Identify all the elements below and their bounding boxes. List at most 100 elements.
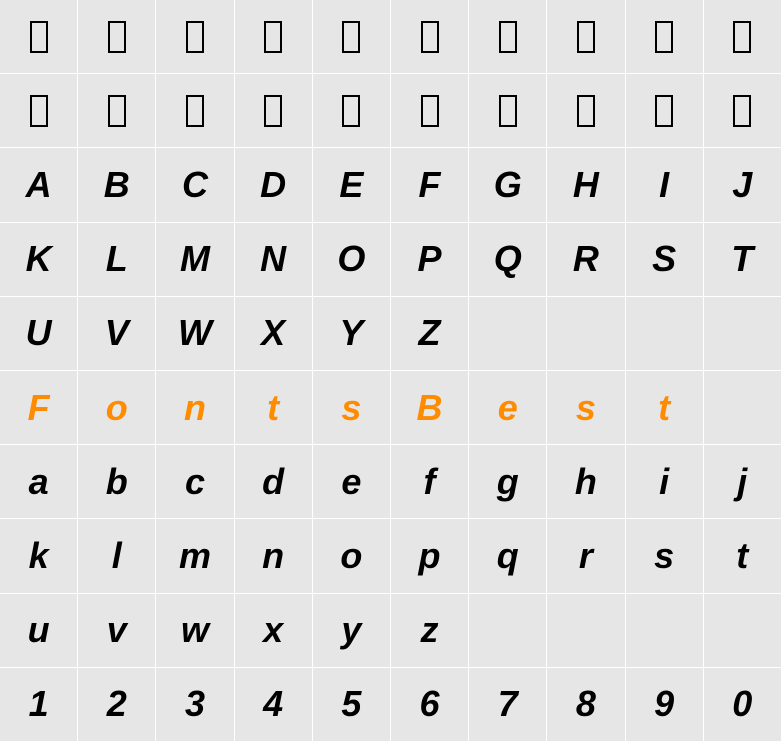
glyph-cell[interactable]: h bbox=[547, 445, 625, 519]
glyph-cell[interactable]: y bbox=[313, 594, 391, 668]
glyph-cell[interactable] bbox=[469, 0, 547, 74]
glyph-cell[interactable]: a bbox=[0, 445, 78, 519]
glyph-cell[interactable] bbox=[313, 0, 391, 74]
glyph-cell[interactable] bbox=[235, 74, 313, 148]
glyph-cell[interactable]: s bbox=[313, 371, 391, 445]
glyph-cell[interactable] bbox=[704, 74, 782, 148]
glyph-cell[interactable]: 4 bbox=[235, 668, 313, 742]
glyph-cell[interactable]: i bbox=[626, 445, 704, 519]
glyph-cell[interactable]: p bbox=[391, 519, 469, 593]
glyph-cell[interactable]: R bbox=[547, 223, 625, 297]
glyph-cell[interactable]: d bbox=[235, 445, 313, 519]
glyph-cell[interactable]: C bbox=[156, 148, 234, 222]
glyph-cell[interactable] bbox=[0, 0, 78, 74]
glyph-cell[interactable] bbox=[626, 74, 704, 148]
glyph-cell[interactable]: s bbox=[547, 371, 625, 445]
glyph-cell[interactable] bbox=[704, 0, 782, 74]
glyph-cell[interactable]: S bbox=[626, 223, 704, 297]
glyph-cell[interactable] bbox=[469, 74, 547, 148]
glyph-cell[interactable]: c bbox=[156, 445, 234, 519]
glyph-cell[interactable]: 2 bbox=[78, 668, 156, 742]
glyph-cell[interactable]: N bbox=[235, 223, 313, 297]
glyph-cell[interactable]: G bbox=[469, 148, 547, 222]
glyph-cell[interactable]: n bbox=[156, 371, 234, 445]
glyph-cell[interactable]: A bbox=[0, 148, 78, 222]
glyph-cell[interactable] bbox=[469, 594, 547, 668]
glyph-cell[interactable]: 8 bbox=[547, 668, 625, 742]
glyph-cell[interactable]: u bbox=[0, 594, 78, 668]
glyph-cell[interactable] bbox=[391, 0, 469, 74]
glyph-cell[interactable] bbox=[704, 371, 782, 445]
glyph-cell[interactable]: P bbox=[391, 223, 469, 297]
glyph-cell[interactable]: f bbox=[391, 445, 469, 519]
glyph-cell[interactable] bbox=[626, 0, 704, 74]
glyph-cell[interactable]: n bbox=[235, 519, 313, 593]
glyph-cell[interactable]: r bbox=[547, 519, 625, 593]
glyph-cell[interactable] bbox=[547, 297, 625, 371]
glyph-cell[interactable] bbox=[0, 74, 78, 148]
glyph-cell[interactable]: I bbox=[626, 148, 704, 222]
glyph-cell[interactable] bbox=[704, 594, 782, 668]
glyph-cell[interactable]: t bbox=[626, 371, 704, 445]
glyph-cell[interactable]: B bbox=[391, 371, 469, 445]
glyph-cell[interactable] bbox=[313, 74, 391, 148]
glyph-cell[interactable] bbox=[626, 297, 704, 371]
glyph-cell[interactable]: w bbox=[156, 594, 234, 668]
glyph-cell[interactable] bbox=[156, 0, 234, 74]
glyph-cell[interactable]: o bbox=[313, 519, 391, 593]
glyph-cell[interactable]: 9 bbox=[626, 668, 704, 742]
glyph-cell[interactable]: U bbox=[0, 297, 78, 371]
glyph-cell[interactable]: X bbox=[235, 297, 313, 371]
glyph-cell[interactable]: E bbox=[313, 148, 391, 222]
glyph-cell[interactable] bbox=[469, 297, 547, 371]
glyph-cell[interactable] bbox=[156, 74, 234, 148]
glyph-cell[interactable]: t bbox=[704, 519, 782, 593]
glyph-cell[interactable]: e bbox=[469, 371, 547, 445]
glyph-cell[interactable] bbox=[626, 594, 704, 668]
glyph-cell[interactable]: L bbox=[78, 223, 156, 297]
glyph-cell[interactable]: Y bbox=[313, 297, 391, 371]
glyph-cell[interactable]: k bbox=[0, 519, 78, 593]
glyph-cell[interactable]: J bbox=[704, 148, 782, 222]
glyph-cell[interactable]: O bbox=[313, 223, 391, 297]
glyph-cell[interactable]: j bbox=[704, 445, 782, 519]
glyph-cell[interactable]: l bbox=[78, 519, 156, 593]
glyph-cell[interactable]: q bbox=[469, 519, 547, 593]
glyph-cell[interactable] bbox=[78, 0, 156, 74]
glyph-cell[interactable]: t bbox=[235, 371, 313, 445]
glyph-cell[interactable]: K bbox=[0, 223, 78, 297]
glyph-cell[interactable]: H bbox=[547, 148, 625, 222]
glyph-cell[interactable] bbox=[78, 74, 156, 148]
glyph-cell[interactable]: B bbox=[78, 148, 156, 222]
glyph-cell[interactable]: o bbox=[78, 371, 156, 445]
glyph-cell[interactable] bbox=[391, 74, 469, 148]
glyph-cell[interactable] bbox=[547, 594, 625, 668]
glyph-cell[interactable]: V bbox=[78, 297, 156, 371]
glyph-cell[interactable]: 1 bbox=[0, 668, 78, 742]
glyph-cell[interactable]: F bbox=[391, 148, 469, 222]
glyph-cell[interactable]: 0 bbox=[704, 668, 782, 742]
glyph-cell[interactable] bbox=[704, 297, 782, 371]
glyph-cell[interactable]: g bbox=[469, 445, 547, 519]
glyph-cell[interactable]: v bbox=[78, 594, 156, 668]
glyph-cell[interactable]: Z bbox=[391, 297, 469, 371]
glyph-cell[interactable]: M bbox=[156, 223, 234, 297]
glyph-cell[interactable]: W bbox=[156, 297, 234, 371]
glyph-cell[interactable]: 6 bbox=[391, 668, 469, 742]
glyph-cell[interactable]: 5 bbox=[313, 668, 391, 742]
glyph-cell[interactable]: 3 bbox=[156, 668, 234, 742]
glyph-cell[interactable] bbox=[547, 74, 625, 148]
glyph-cell[interactable] bbox=[547, 0, 625, 74]
glyph-cell[interactable]: T bbox=[704, 223, 782, 297]
glyph-cell[interactable]: F bbox=[0, 371, 78, 445]
glyph-cell[interactable]: e bbox=[313, 445, 391, 519]
glyph-cell[interactable] bbox=[235, 0, 313, 74]
glyph-cell[interactable]: z bbox=[391, 594, 469, 668]
glyph-cell[interactable]: x bbox=[235, 594, 313, 668]
glyph-cell[interactable]: Q bbox=[469, 223, 547, 297]
glyph-cell[interactable]: s bbox=[626, 519, 704, 593]
glyph-cell[interactable]: 7 bbox=[469, 668, 547, 742]
glyph-cell[interactable]: b bbox=[78, 445, 156, 519]
glyph-cell[interactable]: m bbox=[156, 519, 234, 593]
glyph-cell[interactable]: D bbox=[235, 148, 313, 222]
